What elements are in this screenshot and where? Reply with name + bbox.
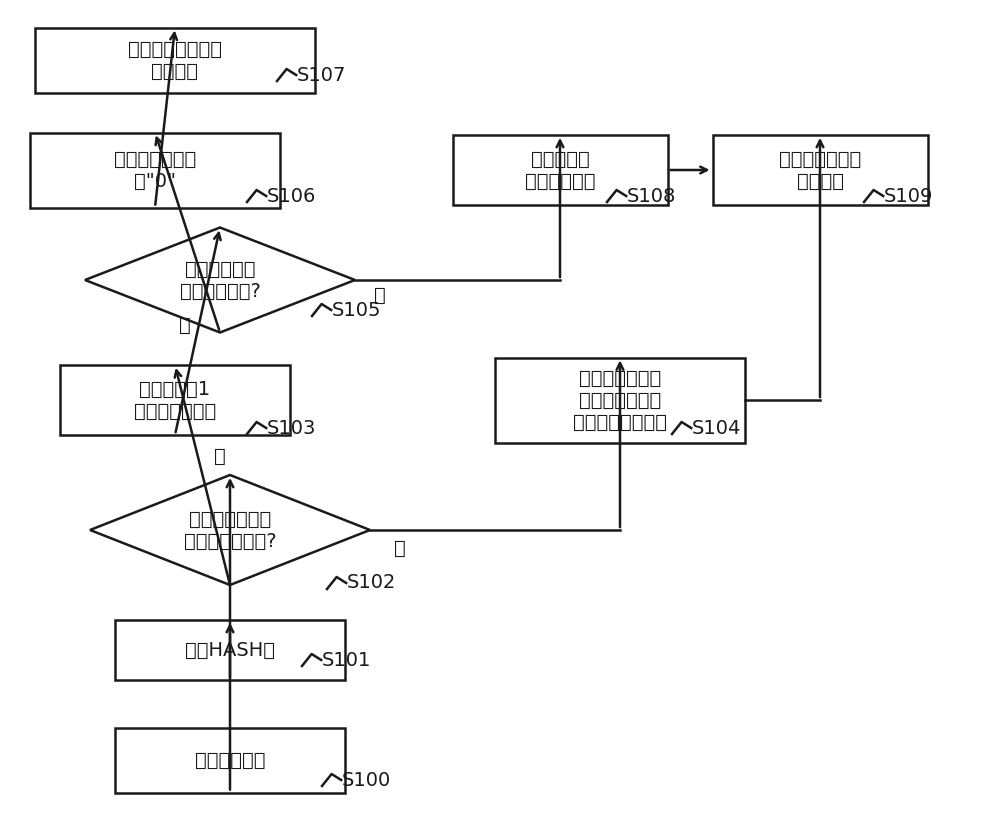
Text: 收到告警信息: 收到告警信息 xyxy=(195,751,265,770)
Text: 由告警展现模块
展现告警: 由告警展现模块 展现告警 xyxy=(779,150,861,190)
Text: 告警计数是否
大于某个阈值?: 告警计数是否 大于某个阈值? xyxy=(180,259,260,300)
Text: 告警缓冲区是否
存在该告警信息?: 告警缓冲区是否 存在该告警信息? xyxy=(184,509,276,551)
Text: 不转发给告警信息
展现模块: 不转发给告警信息 展现模块 xyxy=(128,40,222,81)
Text: S105: S105 xyxy=(332,300,382,319)
Text: S104: S104 xyxy=(692,419,741,438)
Bar xyxy=(30,133,280,207)
Text: 转发到告警
信息展现模块: 转发到告警 信息展现模块 xyxy=(525,150,595,190)
Bar xyxy=(60,365,290,435)
Bar xyxy=(452,135,668,205)
Bar xyxy=(115,728,345,793)
Text: S101: S101 xyxy=(322,650,371,669)
Text: S103: S103 xyxy=(267,419,316,438)
Text: 是: 是 xyxy=(214,447,226,466)
Text: 生成HASH值: 生成HASH值 xyxy=(185,640,275,659)
Text: S100: S100 xyxy=(342,770,391,789)
Text: 否: 否 xyxy=(374,286,386,305)
Polygon shape xyxy=(85,227,355,332)
Bar xyxy=(115,620,345,680)
Text: 告警计数＋1
并修改插入时间: 告警计数＋1 并修改插入时间 xyxy=(134,379,216,421)
Bar xyxy=(35,27,315,92)
Text: S109: S109 xyxy=(884,187,933,206)
Polygon shape xyxy=(90,475,370,585)
Text: S108: S108 xyxy=(627,187,676,206)
Text: 是: 是 xyxy=(179,315,191,334)
Text: S107: S107 xyxy=(297,66,346,85)
Text: 将告警信息插入
告警缓冲区并发
送给告警展现模块: 将告警信息插入 告警缓冲区并发 送给告警展现模块 xyxy=(573,369,667,431)
Text: 将展现标志设置
为"0": 将展现标志设置 为"0" xyxy=(114,150,196,190)
Bar xyxy=(712,135,928,205)
Text: S102: S102 xyxy=(347,574,396,593)
Text: S106: S106 xyxy=(267,187,316,206)
Bar xyxy=(495,357,745,443)
Text: 否: 否 xyxy=(394,538,406,557)
